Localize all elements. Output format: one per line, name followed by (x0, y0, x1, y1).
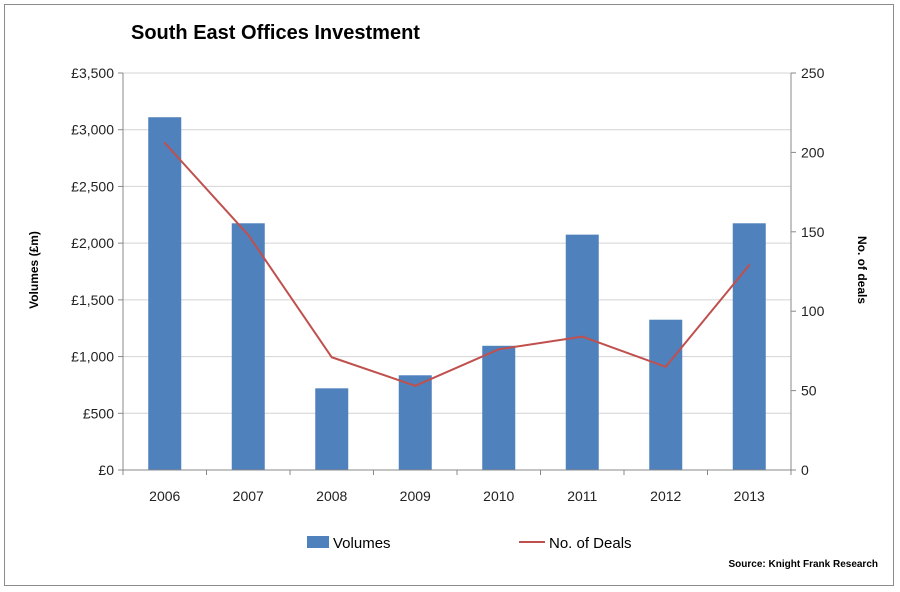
x-tick-label: 2012 (650, 488, 681, 504)
x-tick-label: 2006 (149, 488, 180, 504)
x-tick-label: 2011 (567, 488, 597, 504)
y-tick-label: £2,000 (71, 235, 114, 251)
y-tick-label: £2,500 (71, 178, 114, 194)
x-tick-label: 2008 (316, 488, 347, 504)
deals-line-path (164, 142, 751, 387)
y2-tick-label: 50 (801, 383, 817, 399)
chart-title: South East Offices Investment (131, 22, 420, 44)
volume-bar (565, 234, 599, 470)
tick-labels: £0 £500 £1,000 £1,500 £2,000 £2,500 £3,000 £3,5… (71, 65, 824, 504)
deals-point (330, 356, 333, 359)
deals-line (163, 141, 751, 387)
deals-point (748, 264, 751, 267)
y2-tick-label: 100 (801, 303, 825, 319)
x-tick-label: 2013 (734, 488, 765, 504)
y-tick-label: £500 (83, 405, 114, 421)
deals-point (664, 365, 667, 368)
deals-point (414, 384, 417, 387)
x-tick-label: 2009 (400, 488, 431, 504)
volume-bar (732, 223, 766, 470)
volume-bar (315, 388, 349, 470)
y-tick-label: £3,000 (71, 122, 114, 138)
volume-bar (649, 319, 683, 470)
y-tick-label: £1,000 (71, 349, 114, 365)
y-tick-label: £1,500 (71, 292, 114, 308)
volume-bar (482, 345, 516, 470)
volume-bars (148, 117, 766, 470)
source-note: Source: Knight Frank Research (728, 559, 878, 570)
y-tick-label: £0 (98, 462, 114, 478)
y2-tick-label: 200 (801, 144, 825, 160)
deals-point (581, 335, 584, 338)
volume-bar (398, 375, 432, 470)
legend-deals-label: No. of Deals (549, 535, 632, 552)
x-tick-label: 2010 (483, 488, 514, 504)
y2-tick-label: 250 (801, 65, 825, 81)
volume-bar (148, 117, 182, 470)
deals-point (247, 233, 250, 236)
legend-volumes-label: Volumes (333, 535, 391, 552)
gridlines (123, 72, 791, 414)
y2-tick-label: 0 (801, 462, 809, 478)
axes (118, 72, 796, 475)
y2-axis-title: No. of deals (855, 236, 869, 304)
volume-bar (231, 223, 265, 470)
x-tick-label: 2007 (233, 488, 264, 504)
y-tick-label: £3,500 (71, 65, 114, 81)
legend-volumes-swatch (307, 536, 329, 548)
legend: Volumes No. of Deals (307, 535, 632, 552)
deals-point (497, 348, 500, 351)
y2-tick-label: 150 (801, 224, 825, 240)
y-axis-title: Volumes (£m) (27, 231, 41, 309)
deals-point (163, 141, 166, 144)
